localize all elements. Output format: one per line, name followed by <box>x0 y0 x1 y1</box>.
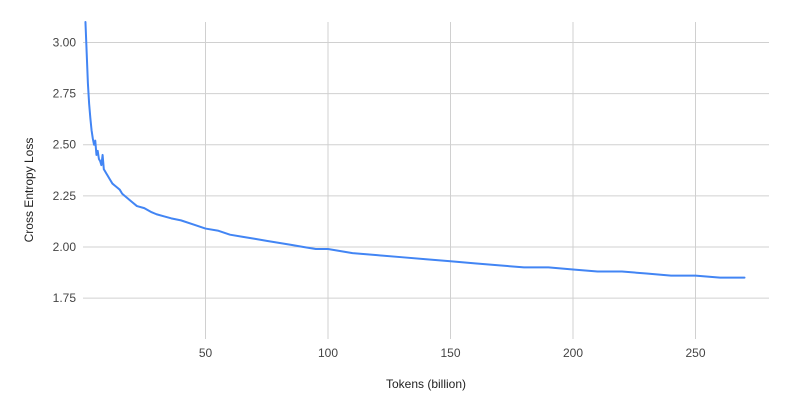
y-tick-labels: 1.75 2.00 2.25 2.50 2.75 3.00 <box>53 35 77 305</box>
grid <box>83 22 769 339</box>
x-tick-labels: 50 100 150 200 250 <box>199 346 706 360</box>
series-layer <box>84 21 746 279</box>
x-tick-label: 100 <box>318 346 338 360</box>
x-tick-label: 50 <box>199 346 213 360</box>
x-tick-label: 150 <box>440 346 460 360</box>
y-tick-label: 1.75 <box>53 291 77 305</box>
y-tick-label: 2.50 <box>53 138 77 152</box>
y-tick-label: 2.75 <box>53 87 77 101</box>
x-tick-label: 250 <box>685 346 705 360</box>
x-axis-label: Tokens (billion) <box>386 377 466 391</box>
loss-curve-line <box>84 21 746 279</box>
y-tick-label: 3.00 <box>53 35 77 49</box>
y-tick-label: 2.25 <box>53 189 77 203</box>
x-tick-label: 200 <box>563 346 583 360</box>
y-tick-label: 2.00 <box>53 240 77 254</box>
y-axis-label: Cross Entropy Loss <box>22 138 36 243</box>
